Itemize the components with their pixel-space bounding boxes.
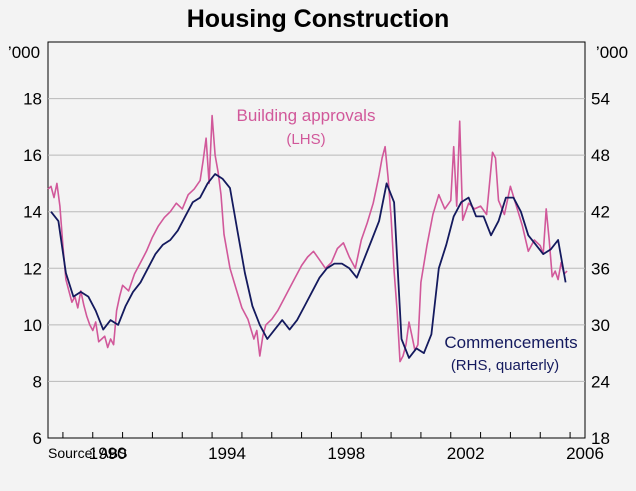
plot-area xyxy=(47,41,586,439)
left-tick-label: 12 xyxy=(23,259,42,278)
left-axis-unit: ’000 xyxy=(8,43,40,62)
left-axis-ticks: 6 8 10 12 14 16 18 xyxy=(23,90,42,448)
source-note: Source: ABS xyxy=(48,445,127,461)
right-tick-label: 18 xyxy=(591,429,610,448)
right-axis-unit: ’000 xyxy=(596,43,628,62)
x-tick-label: 1998 xyxy=(327,444,365,463)
left-tick-label: 8 xyxy=(33,372,42,391)
x-tick-label: 2002 xyxy=(447,444,485,463)
commencements-label: Commencements xyxy=(444,333,577,352)
left-tick-label: 6 xyxy=(33,429,42,448)
right-tick-label: 24 xyxy=(591,372,610,391)
commencements-line xyxy=(50,173,567,359)
commencements-axis-note: (RHS, quarterly) xyxy=(451,357,559,374)
chart-title: Housing Construction xyxy=(187,5,449,33)
series-lines xyxy=(47,114,568,363)
right-axis-ticks: 18 24 30 36 42 48 54 xyxy=(591,90,610,448)
right-tick-label: 48 xyxy=(591,146,610,165)
x-tick-label: 1990 xyxy=(89,444,127,463)
right-tick-label: 36 xyxy=(591,259,610,278)
left-tick-label: 10 xyxy=(23,316,42,335)
left-tick-label: 18 xyxy=(23,90,42,109)
x-tick-label: 2006 xyxy=(566,444,604,463)
x-axis-ticks: 1990 1994 1998 2002 2006 xyxy=(62,432,604,463)
right-tick-label: 54 xyxy=(591,90,610,109)
x-tick-label: 1994 xyxy=(208,444,246,463)
building-approvals-line xyxy=(47,114,568,363)
left-tick-label: 14 xyxy=(23,203,42,222)
building-approvals-axis-note: (LHS) xyxy=(286,131,325,148)
left-tick-label: 16 xyxy=(23,146,42,165)
right-tick-label: 42 xyxy=(591,203,610,222)
building-approvals-label: Building approvals xyxy=(237,106,376,125)
right-tick-label: 30 xyxy=(591,316,610,335)
